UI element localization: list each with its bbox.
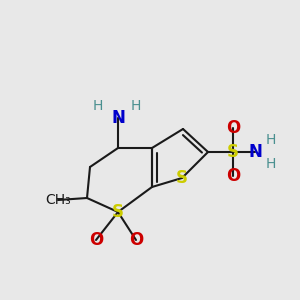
Text: S: S (176, 169, 188, 187)
Text: N: N (111, 109, 125, 127)
Text: S: S (227, 143, 239, 161)
Text: O: O (89, 231, 103, 249)
Text: N: N (248, 143, 262, 161)
Text: H: H (266, 157, 276, 171)
Text: O: O (129, 231, 143, 249)
Text: O: O (226, 119, 240, 137)
Text: H: H (131, 99, 141, 113)
Text: CH₃: CH₃ (45, 193, 71, 207)
Text: S: S (112, 203, 124, 221)
Text: O: O (226, 167, 240, 185)
Text: H: H (93, 99, 103, 113)
Text: H: H (266, 133, 276, 147)
